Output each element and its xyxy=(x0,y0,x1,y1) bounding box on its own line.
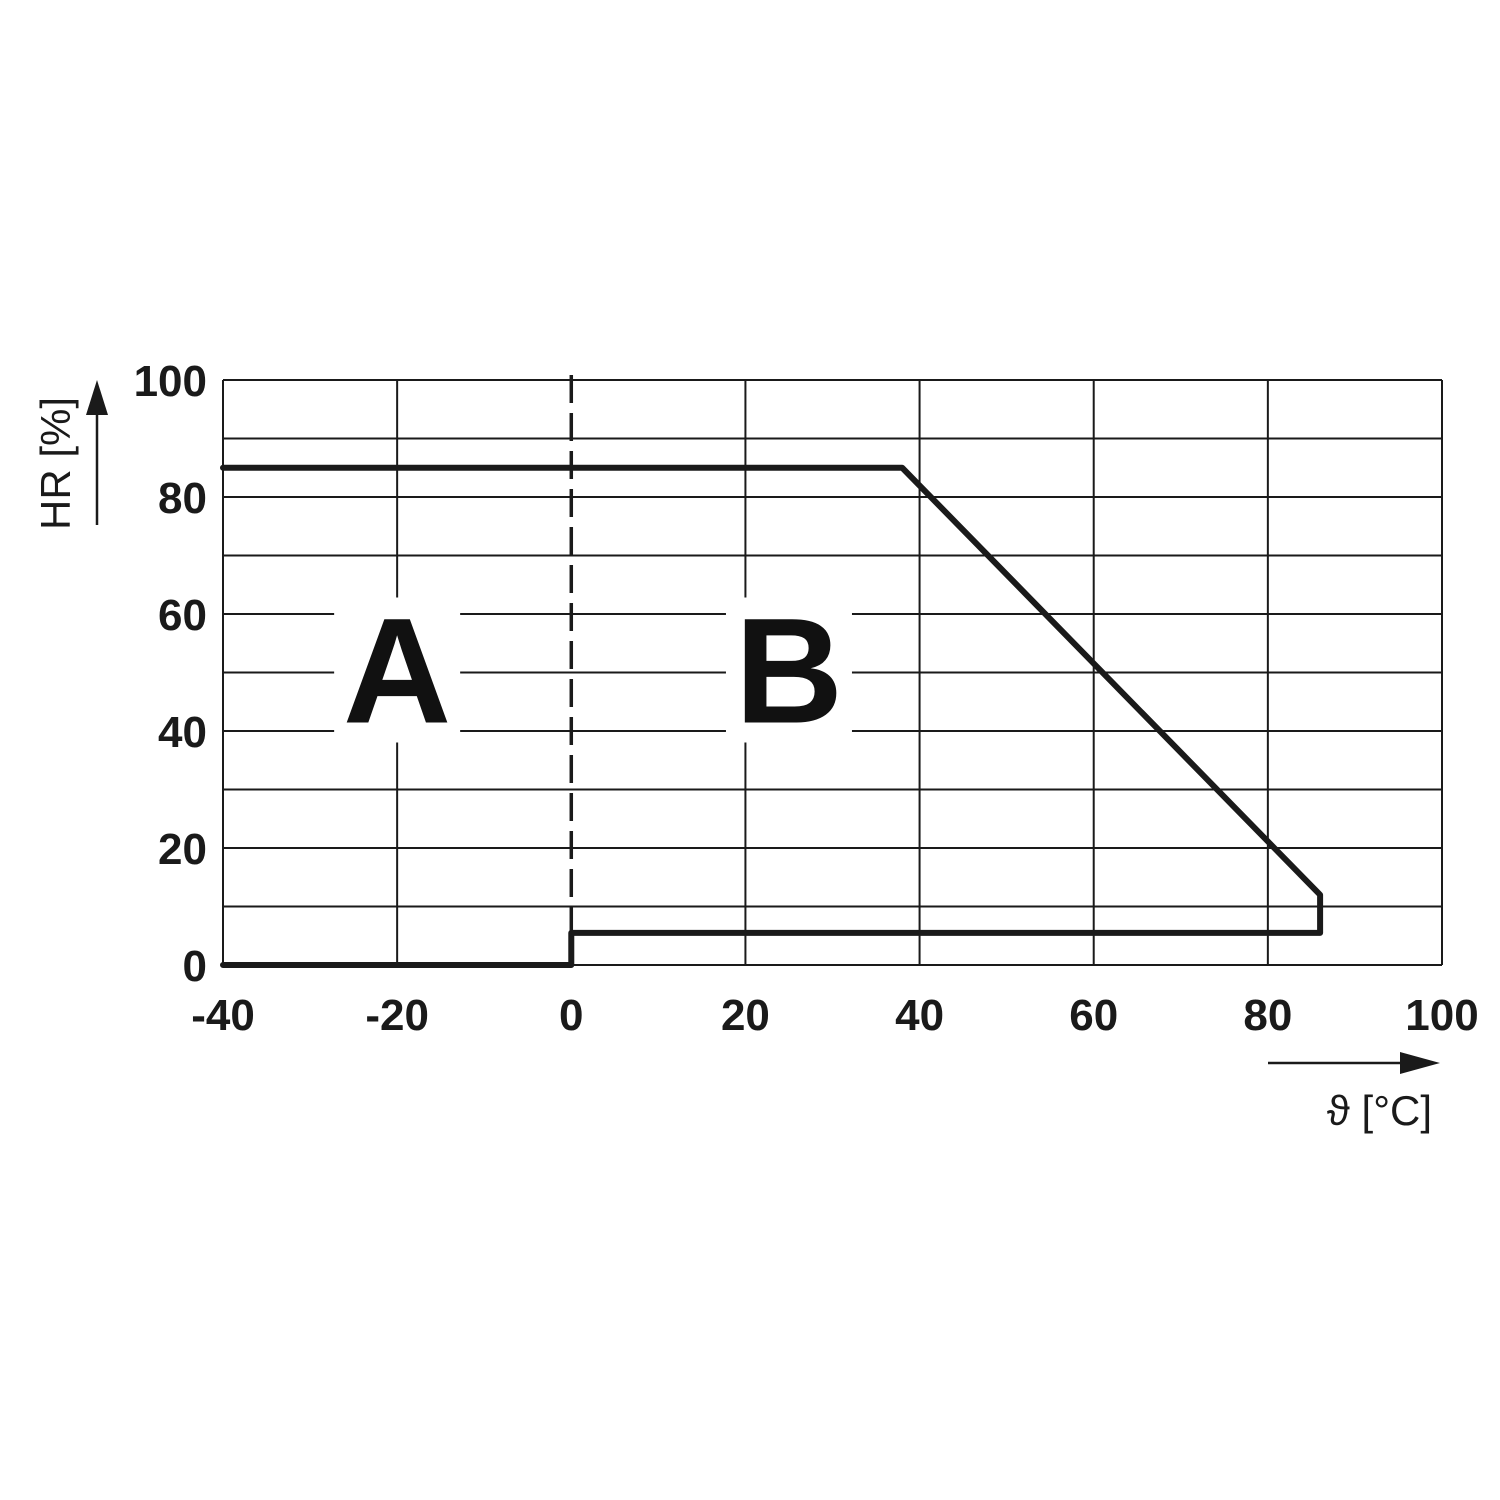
x-tick-label: -20 xyxy=(365,991,429,1040)
y-tick-label: 80 xyxy=(158,474,207,523)
x-tick-label: 100 xyxy=(1405,991,1478,1040)
y-axis-label: HR [%] xyxy=(32,397,79,530)
y-axis-label-group: HR [%] xyxy=(32,380,108,530)
y-tick-label: 100 xyxy=(134,357,207,406)
region-label-background xyxy=(334,597,461,743)
region-label-b: B xyxy=(735,587,843,755)
x-tick-label: 0 xyxy=(559,991,583,1040)
y-tick-label: 0 xyxy=(183,942,207,991)
tick-labels: -40 -20 0 20 40 60 80 100 0 20 40 60 80 100 xyxy=(134,357,1479,1040)
operating-limit-line xyxy=(220,464,1324,968)
y-tick-label: 60 xyxy=(158,591,207,640)
region-label-a: A xyxy=(343,587,451,755)
y-tick-label: 20 xyxy=(158,825,207,874)
y-axis-arrow-icon xyxy=(86,380,108,415)
region-label-background xyxy=(725,597,852,743)
x-axis-arrow-icon xyxy=(1400,1052,1440,1074)
y-tick-label: 40 xyxy=(158,708,207,757)
x-axis-label-group: ϑ [°C] xyxy=(1268,1052,1440,1134)
x-tick-label: -40 xyxy=(191,991,255,1040)
x-tick-label: 20 xyxy=(721,991,770,1040)
x-tick-label: 60 xyxy=(1069,991,1118,1040)
series xyxy=(220,464,1324,968)
x-axis-label: ϑ [°C] xyxy=(1327,1087,1432,1134)
x-tick-label: 80 xyxy=(1243,991,1292,1040)
x-tick-label: 40 xyxy=(895,991,944,1040)
